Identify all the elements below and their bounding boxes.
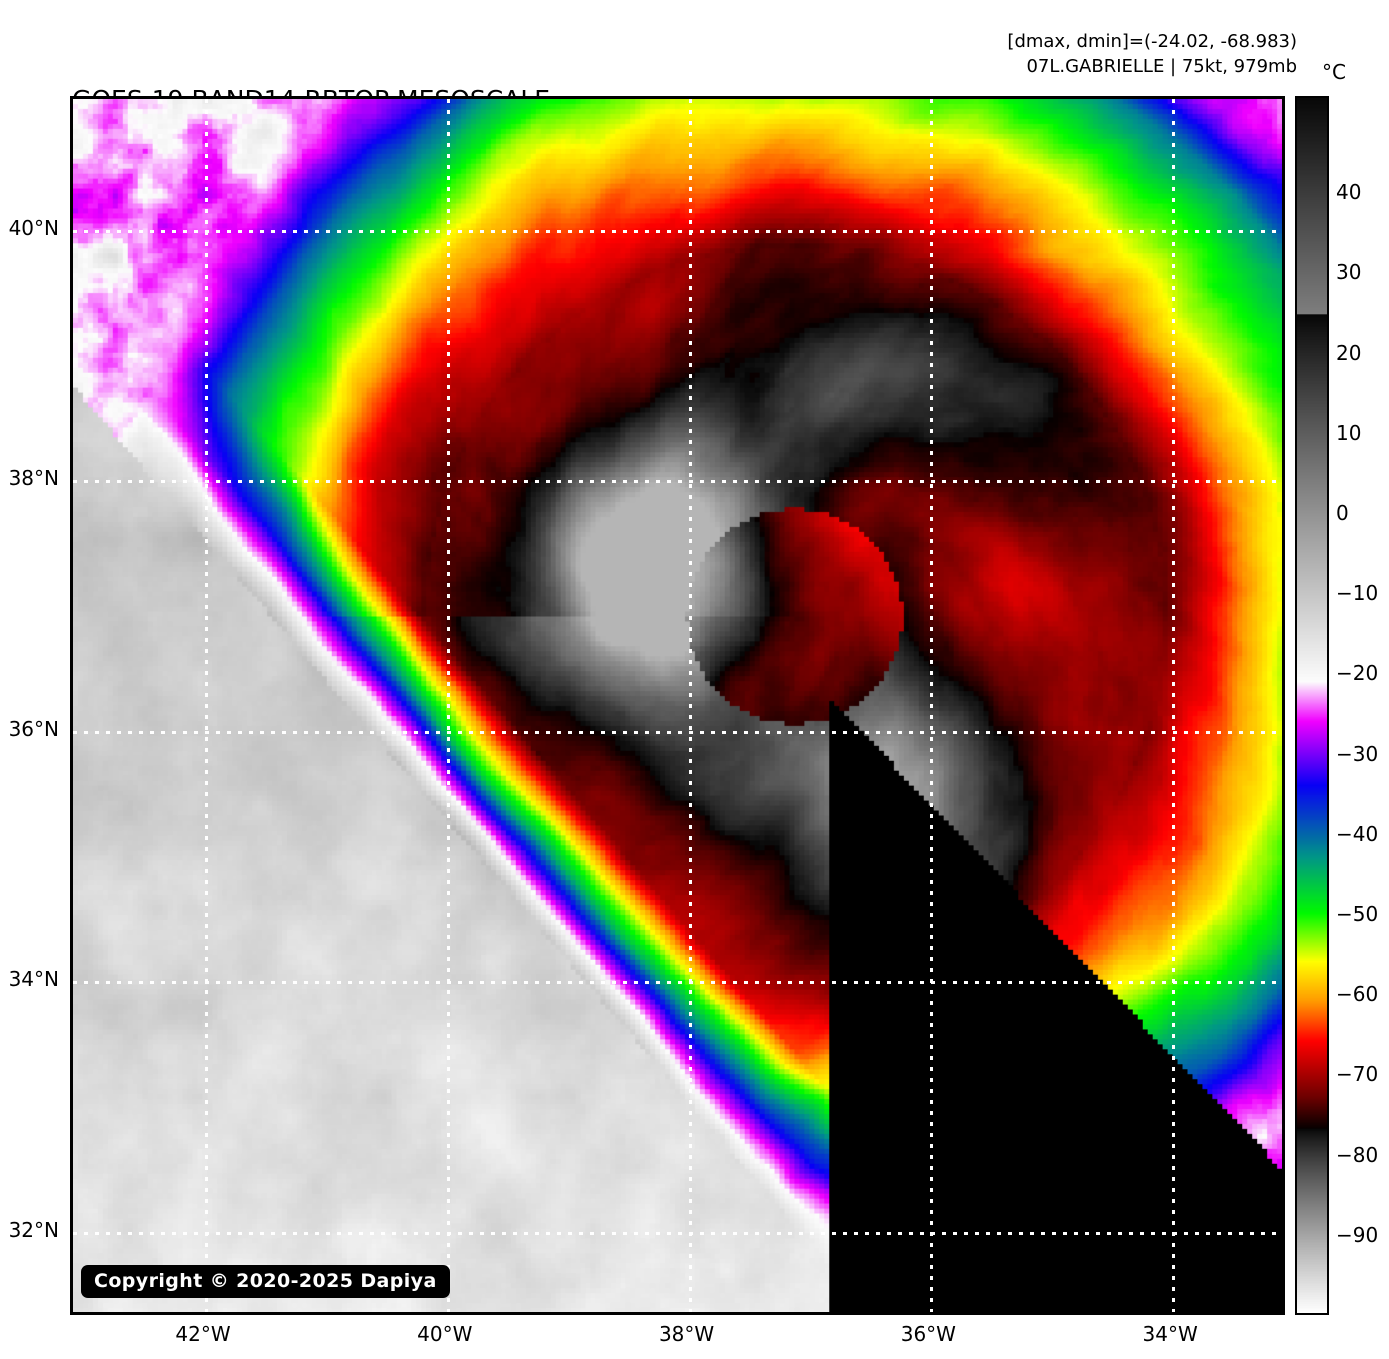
longitude-tick-label: 42°W xyxy=(175,1322,231,1346)
longitude-tick-label: 36°W xyxy=(900,1322,956,1346)
satellite-imagery-canvas xyxy=(73,99,1282,1312)
longitude-tick-label: 34°W xyxy=(1142,1322,1198,1346)
dmax-dmin-label: [dmax, dmin]=(-24.02, -68.983) xyxy=(1007,31,1297,52)
copyright-banner: Copyright © 2020-2025 Dapiya xyxy=(81,1265,450,1298)
colorbar-tick-label: 40 xyxy=(1336,180,1362,205)
colorbar-tick-label: 0 xyxy=(1336,501,1349,526)
metadata-block: [dmax, dmin]=(-24.02, -68.983) 07L.GABRI… xyxy=(1007,30,1297,80)
colorbar-tick-label: −40 xyxy=(1336,821,1379,846)
colorbar-gradient xyxy=(1297,98,1327,1313)
colorbar-tick-label: −60 xyxy=(1336,982,1379,1007)
colorbar-tick-label: 20 xyxy=(1336,340,1362,365)
colorbar-unit-label: °C xyxy=(1322,60,1346,84)
colorbar-tick-label: −20 xyxy=(1336,661,1379,686)
colorbar-tick-label: −80 xyxy=(1336,1142,1379,1167)
colorbar-tick-label: −30 xyxy=(1336,741,1379,766)
longitude-tick-label: 38°W xyxy=(658,1322,715,1346)
colorbar-tick-label: −70 xyxy=(1336,1062,1379,1087)
colorbar-tick-label: 10 xyxy=(1336,420,1362,445)
latitude-tick-label: 34°N xyxy=(8,967,59,992)
latitude-tick-label: 40°N xyxy=(8,215,59,240)
latitude-tick-label: 36°N xyxy=(8,716,59,741)
latitude-tick-label: 38°N xyxy=(8,466,59,491)
colorbar-tick-label: 30 xyxy=(1336,260,1362,285)
colorbar-tick-label: −90 xyxy=(1336,1222,1379,1247)
storm-info-label: 07L.GABRIELLE | 75kt, 979mb xyxy=(1026,55,1297,77)
latitude-tick-label: 32°N xyxy=(8,1217,59,1242)
satellite-image-plot: Copyright © 2020-2025 Dapiya xyxy=(70,96,1285,1315)
colorbar-tick-label: −10 xyxy=(1336,581,1379,606)
colorbar-tick-label: −50 xyxy=(1336,902,1379,926)
longitude-tick-label: 40°W xyxy=(417,1322,473,1346)
colorbar xyxy=(1295,96,1329,1315)
